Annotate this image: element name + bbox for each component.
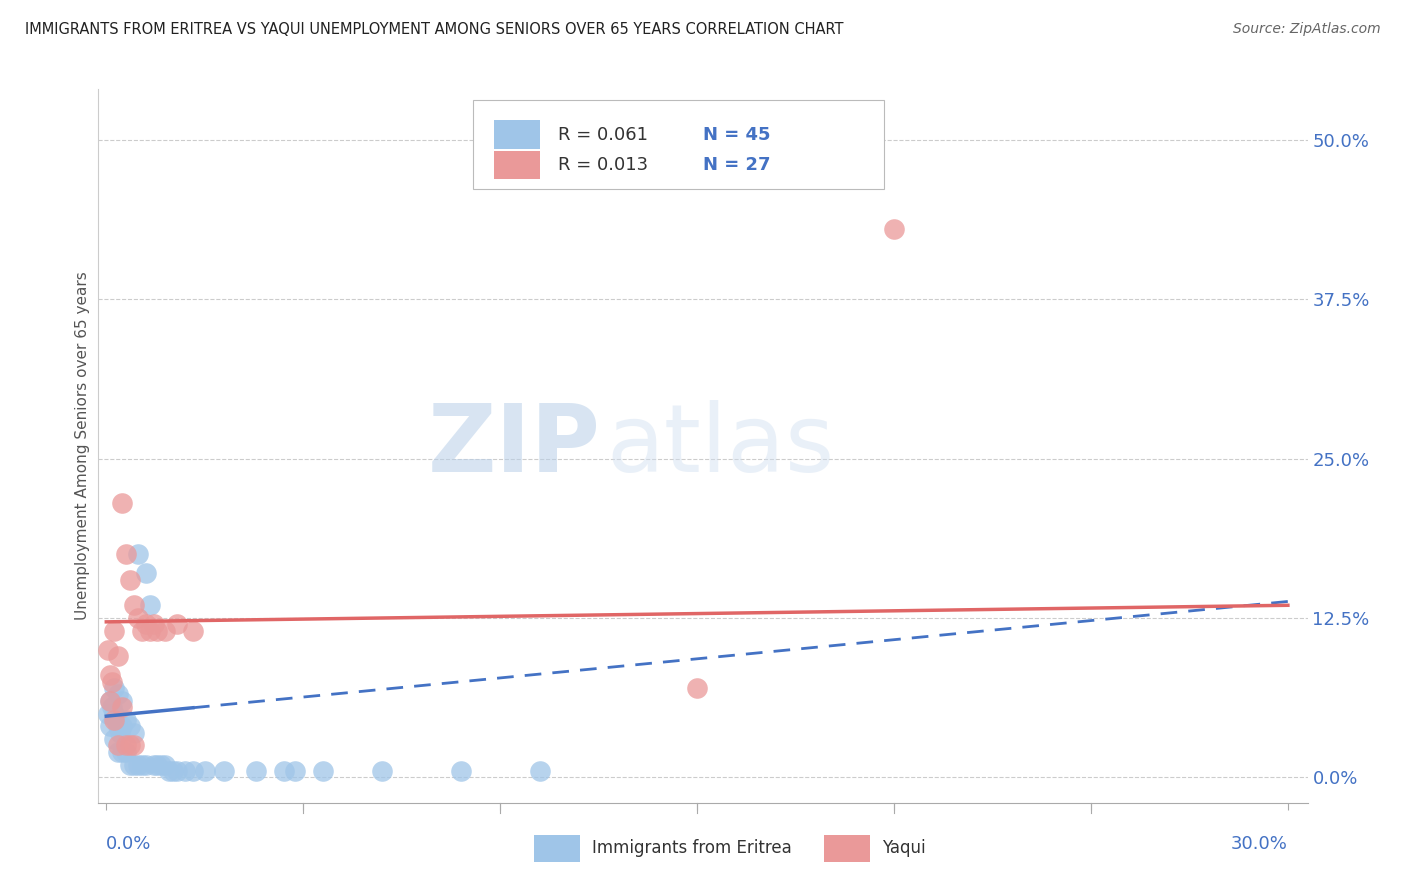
Point — [686, 681, 709, 695]
Point — [115, 745, 138, 759]
Point — [122, 757, 145, 772]
Point — [103, 713, 125, 727]
Point — [529, 764, 551, 778]
Point — [115, 713, 138, 727]
Point — [142, 757, 165, 772]
FancyBboxPatch shape — [494, 120, 540, 149]
Point — [108, 725, 131, 739]
Point — [157, 764, 180, 778]
Point — [138, 624, 160, 638]
Point — [181, 624, 204, 638]
Point — [284, 764, 307, 778]
Point — [101, 700, 124, 714]
Point — [97, 643, 120, 657]
Point — [127, 547, 149, 561]
FancyBboxPatch shape — [494, 151, 540, 179]
Point — [138, 599, 160, 613]
Point — [174, 764, 197, 778]
Point — [118, 719, 141, 733]
Text: N = 27: N = 27 — [703, 156, 770, 174]
Point — [166, 617, 188, 632]
Y-axis label: Unemployment Among Seniors over 65 years: Unemployment Among Seniors over 65 years — [75, 272, 90, 620]
Text: ZIP: ZIP — [427, 400, 600, 492]
Point — [122, 725, 145, 739]
Point — [131, 757, 153, 772]
FancyBboxPatch shape — [534, 835, 579, 862]
Text: R = 0.061: R = 0.061 — [558, 126, 648, 144]
Point — [162, 764, 184, 778]
Point — [101, 674, 124, 689]
Point — [883, 222, 905, 236]
Point — [115, 739, 138, 753]
Point — [312, 764, 335, 778]
Point — [142, 617, 165, 632]
Point — [135, 566, 157, 581]
Point — [105, 713, 128, 727]
Point — [103, 706, 125, 721]
Text: Immigrants from Eritrea: Immigrants from Eritrea — [592, 838, 792, 856]
Point — [111, 700, 134, 714]
Point — [166, 764, 188, 778]
Point — [245, 764, 267, 778]
Point — [122, 739, 145, 753]
Point — [135, 617, 157, 632]
Point — [146, 624, 169, 638]
Text: 30.0%: 30.0% — [1232, 835, 1288, 853]
Point — [115, 547, 138, 561]
Point — [107, 745, 129, 759]
Text: R = 0.013: R = 0.013 — [558, 156, 648, 174]
Point — [181, 764, 204, 778]
Point — [122, 599, 145, 613]
Point — [103, 732, 125, 747]
Point — [107, 649, 129, 664]
Point — [146, 757, 169, 772]
Point — [98, 694, 121, 708]
Point — [103, 681, 125, 695]
Point — [155, 757, 177, 772]
Point — [111, 719, 134, 733]
Text: Source: ZipAtlas.com: Source: ZipAtlas.com — [1233, 22, 1381, 37]
FancyBboxPatch shape — [474, 100, 884, 189]
Point — [273, 764, 295, 778]
Point — [371, 764, 394, 778]
Point — [103, 624, 125, 638]
Point — [111, 496, 134, 510]
Point — [150, 757, 173, 772]
Text: N = 45: N = 45 — [703, 126, 770, 144]
Point — [118, 757, 141, 772]
Point — [131, 624, 153, 638]
Point — [107, 688, 129, 702]
Point — [118, 573, 141, 587]
Point — [98, 668, 121, 682]
Point — [111, 745, 134, 759]
Point — [118, 739, 141, 753]
Point — [97, 706, 120, 721]
Point — [194, 764, 217, 778]
Point — [107, 719, 129, 733]
Text: IMMIGRANTS FROM ERITREA VS YAQUI UNEMPLOYMENT AMONG SENIORS OVER 65 YEARS CORREL: IMMIGRANTS FROM ERITREA VS YAQUI UNEMPLO… — [25, 22, 844, 37]
Point — [107, 739, 129, 753]
Point — [450, 764, 472, 778]
Text: 0.0%: 0.0% — [107, 835, 152, 853]
Point — [214, 764, 236, 778]
FancyBboxPatch shape — [824, 835, 870, 862]
Point — [98, 694, 121, 708]
Text: atlas: atlas — [606, 400, 835, 492]
Text: Yaqui: Yaqui — [882, 838, 925, 856]
Point — [127, 757, 149, 772]
Point — [135, 757, 157, 772]
Point — [111, 694, 134, 708]
Point — [155, 624, 177, 638]
Point — [127, 611, 149, 625]
Point — [98, 719, 121, 733]
